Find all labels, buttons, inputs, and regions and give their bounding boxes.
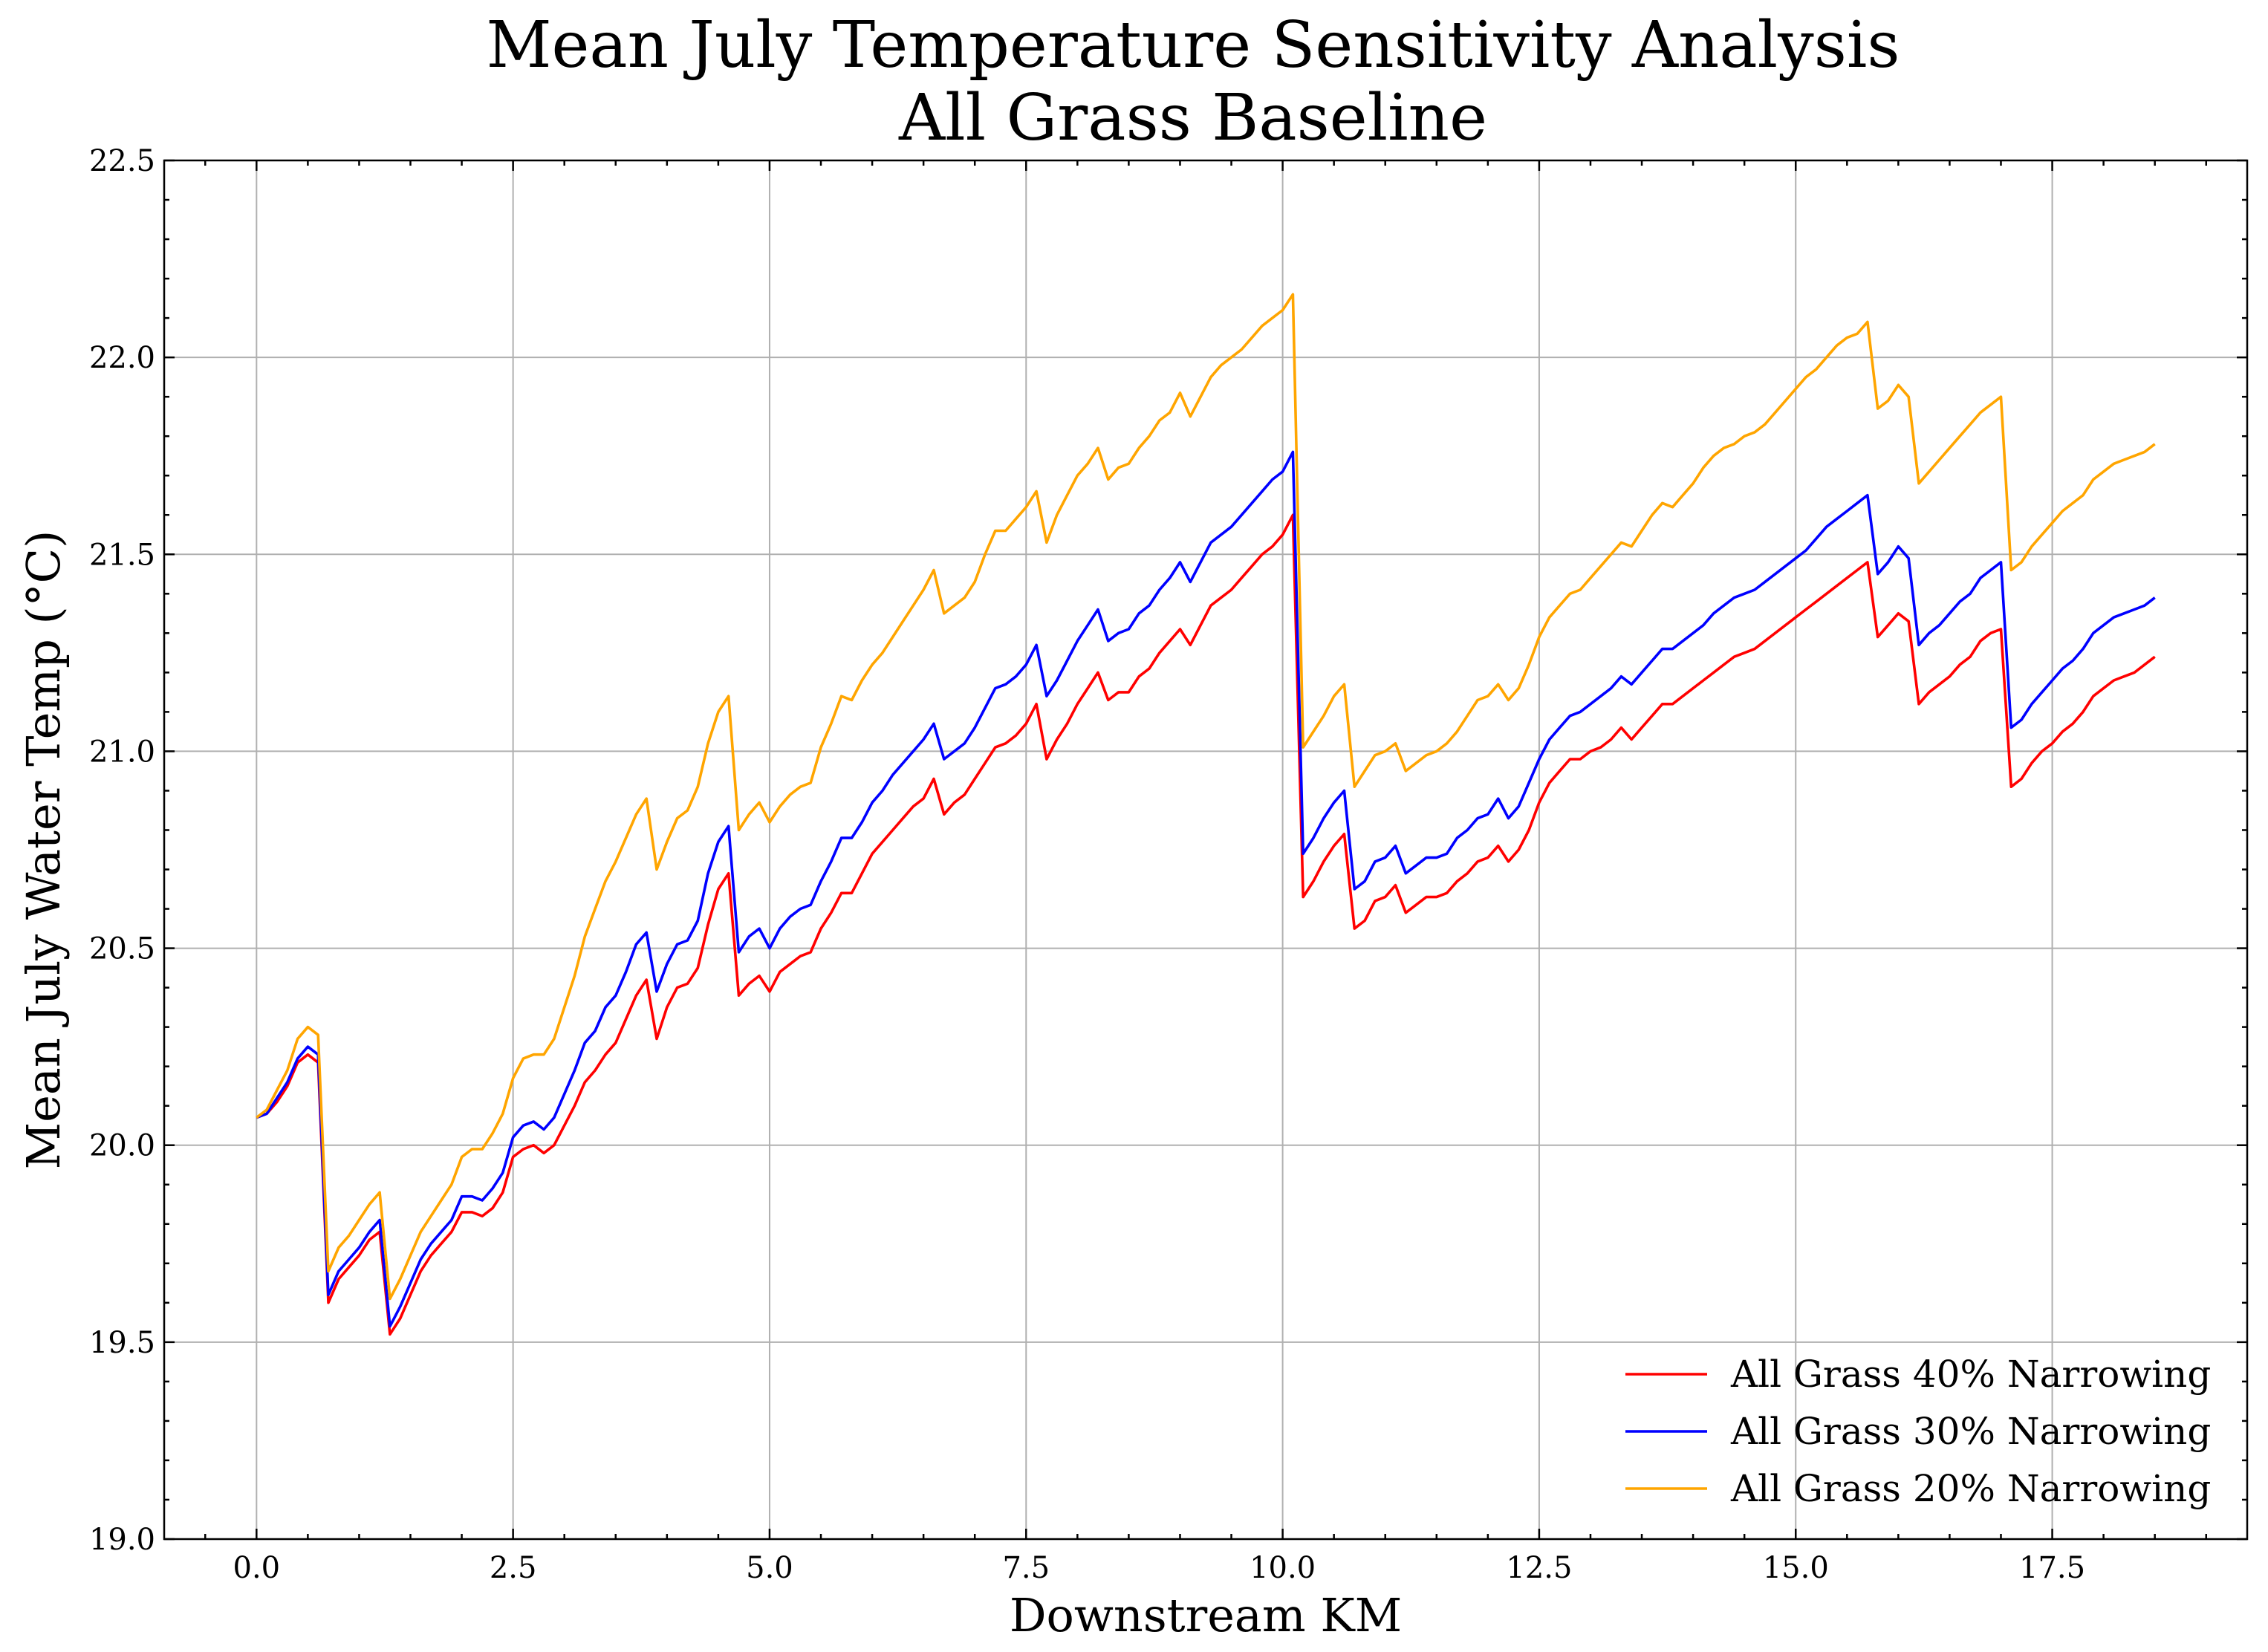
legend-label: All Grass 20% Narrowing bbox=[1730, 1467, 2211, 1510]
x-tick-label: 2.5 bbox=[490, 1551, 537, 1585]
y-tick-label: 19.0 bbox=[89, 1523, 155, 1557]
series-line-1 bbox=[256, 513, 2156, 1336]
y-axis-label: Mean July Water Temp (°C) bbox=[16, 530, 71, 1170]
x-tick-label: 5.0 bbox=[746, 1551, 793, 1585]
x-tick-label: 15.0 bbox=[1763, 1551, 1829, 1585]
chart-title-line-1: Mean July Temperature Sensitivity Analys… bbox=[486, 8, 1900, 82]
y-tick-label: 22.5 bbox=[89, 144, 155, 178]
legend-label: All Grass 30% Narrowing bbox=[1730, 1410, 2211, 1453]
y-tick-label: 19.5 bbox=[89, 1326, 155, 1360]
y-tick-label: 21.5 bbox=[89, 538, 155, 572]
legend: All Grass 40% Narrowing All Grass 30% Nar… bbox=[1625, 1353, 2211, 1510]
chart-title-line-2: All Grass Baseline bbox=[898, 81, 1487, 155]
y-tick-label: 20.5 bbox=[89, 932, 155, 966]
x-tick-label: 0.0 bbox=[233, 1551, 281, 1585]
plot-frame bbox=[163, 159, 2249, 1541]
x-tick-label: 17.5 bbox=[2019, 1551, 2085, 1585]
x-axis-label: Downstream KM bbox=[1010, 1588, 1402, 1642]
plot-series bbox=[256, 293, 2156, 1336]
x-tick-label: 10.0 bbox=[1250, 1551, 1316, 1585]
y-tick-label: 21.0 bbox=[89, 735, 155, 769]
series-line-2 bbox=[256, 450, 2156, 1328]
x-tick-label: 12.5 bbox=[1506, 1551, 1572, 1585]
legend-label: All Grass 40% Narrowing bbox=[1730, 1353, 2211, 1396]
axis-ticks: 0.0 2.5 5.0 7.5 10.0 12.5 15.0 17.5 19.0 19.5 20.0… bbox=[89, 144, 2247, 1585]
y-tick-label: 22.0 bbox=[89, 341, 155, 375]
series-line-3 bbox=[256, 293, 2156, 1301]
y-tick-label: 20.0 bbox=[89, 1129, 155, 1163]
x-tick-label: 7.5 bbox=[1002, 1551, 1050, 1585]
